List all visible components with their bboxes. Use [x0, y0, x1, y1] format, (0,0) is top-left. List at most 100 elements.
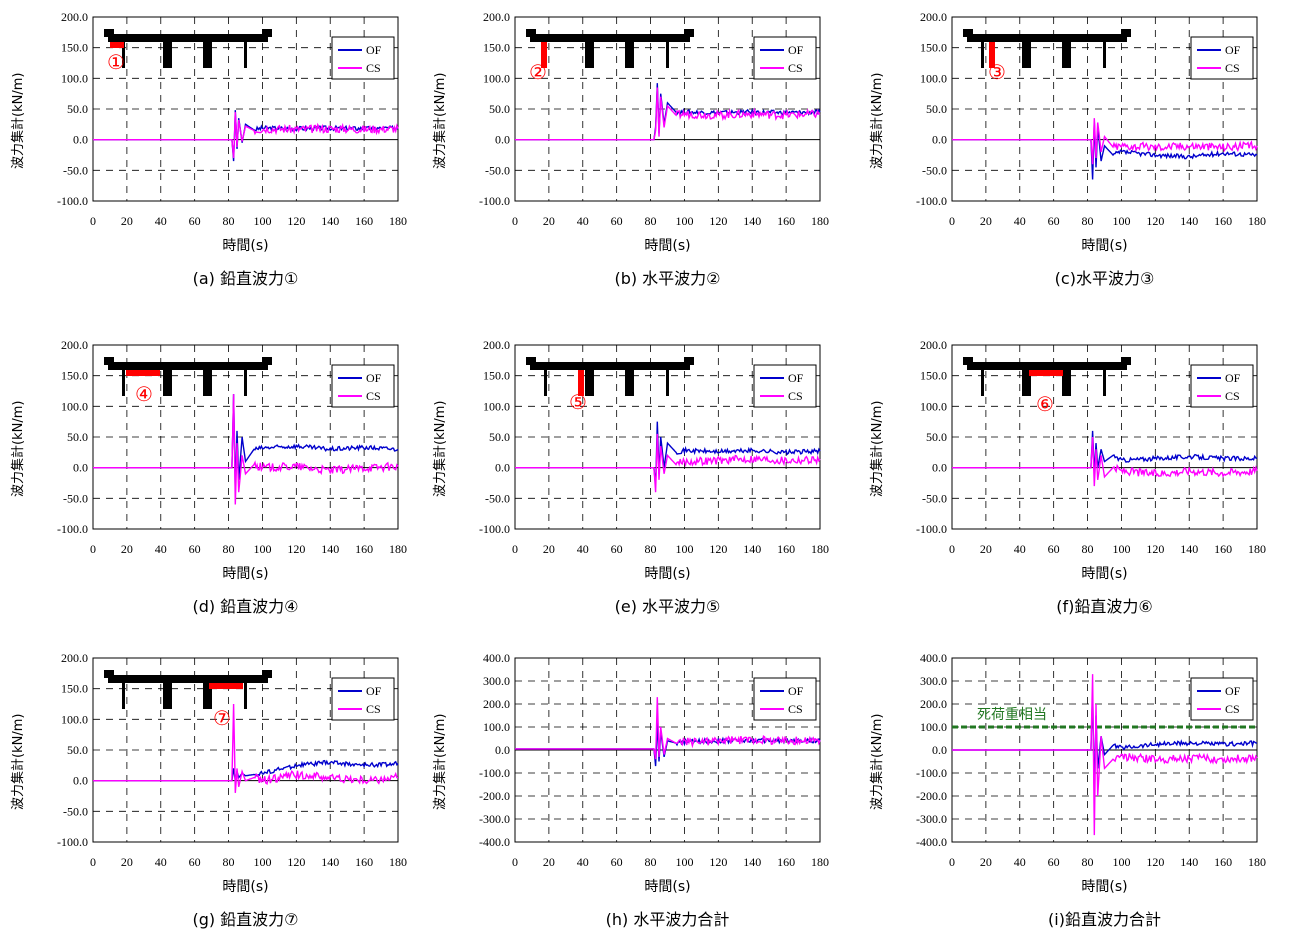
- y-tick-label: 200.0: [920, 10, 947, 24]
- bridge-girder: [1022, 42, 1031, 68]
- y-tick-label: -100.0: [479, 522, 510, 536]
- legend-box: [753, 364, 817, 408]
- bridge-girder: [1022, 370, 1031, 396]
- legend-box: [331, 364, 395, 408]
- y-tick-label: 0.0: [73, 133, 88, 147]
- series-line-OF: [93, 759, 399, 782]
- x-tick-label: 20: [543, 542, 555, 556]
- x-tick-label: 100: [675, 214, 693, 228]
- panel-caption: (c)水平波力③: [1054, 269, 1155, 288]
- panel-caption: (b) 水平波力②: [614, 269, 721, 288]
- x-tick-label: 80: [223, 542, 235, 556]
- y-tick-label: 100.0: [483, 71, 510, 85]
- panel-caption: (e) 水平波力⑤: [614, 597, 721, 616]
- x-tick-label: 180: [811, 214, 829, 228]
- plot-frame: [514, 344, 821, 530]
- y-tick-label: 100.0: [920, 720, 947, 734]
- plot-frame: [92, 657, 399, 843]
- bridge-girder: [1062, 370, 1071, 396]
- x-axis-label: 時間(s): [644, 879, 691, 895]
- legend-label-CS: CS: [1225, 389, 1240, 403]
- x-tick-label: 180: [389, 542, 407, 556]
- x-tick-label: 80: [223, 855, 235, 869]
- x-tick-label: 40: [155, 855, 167, 869]
- bridge-end: [526, 357, 536, 365]
- x-tick-label: 160: [355, 214, 373, 228]
- bridge-end: [963, 357, 973, 365]
- legend-label-OF: OF: [366, 43, 382, 57]
- bridge-end: [963, 29, 973, 37]
- y-tick-label: 0.0: [932, 743, 947, 757]
- x-tick-label: 160: [1214, 855, 1232, 869]
- y-axis-label: 波力集計(kN/m): [433, 400, 448, 497]
- y-tick-label: 50.0: [489, 430, 510, 444]
- x-tick-label: 60: [189, 542, 201, 556]
- bridge-girder: [244, 683, 247, 709]
- x-tick-label: 100: [253, 214, 271, 228]
- y-tick-label: 150.0: [61, 369, 88, 383]
- y-tick-label: 400.0: [920, 651, 947, 665]
- force-marker-label: ⑦: [213, 708, 231, 730]
- legend-label-OF: OF: [1225, 371, 1241, 385]
- x-tick-label: 0: [512, 214, 518, 228]
- y-tick-label: 150.0: [61, 682, 88, 696]
- y-tick-label: -50.0: [63, 491, 88, 505]
- bridge-girder: [122, 370, 125, 396]
- bridge-end: [104, 357, 114, 365]
- legend-label-CS: CS: [366, 702, 381, 716]
- x-tick-label: 140: [743, 855, 761, 869]
- x-tick-label: 80: [645, 855, 657, 869]
- y-tick-label: 200.0: [61, 651, 88, 665]
- y-tick-label: -100.0: [57, 522, 88, 536]
- bridge-girder: [544, 370, 547, 396]
- x-tick-label: 120: [709, 542, 727, 556]
- legend-box: [753, 677, 817, 721]
- y-tick-label: 0.0: [932, 461, 947, 475]
- bridge-girder: [585, 370, 594, 396]
- x-tick-label: 0: [90, 855, 96, 869]
- bridge-deck: [530, 362, 690, 370]
- y-tick-label: 100.0: [61, 71, 88, 85]
- bridge-girder: [1062, 42, 1071, 68]
- panel-caption: (g) 鉛直波力⑦: [192, 910, 299, 929]
- legend-label-OF: OF: [1225, 684, 1241, 698]
- x-tick-label: 100: [675, 855, 693, 869]
- plot-frame: [951, 344, 1258, 530]
- bridge-girder: [1103, 42, 1106, 68]
- panel-caption: (i)鉛直波力合計: [1048, 910, 1161, 929]
- plot-frame: [92, 16, 399, 202]
- y-tick-label: 150.0: [920, 369, 947, 383]
- bridge-girder: [585, 42, 594, 68]
- force-marker: [209, 683, 243, 689]
- x-axis-label: 時間(s): [222, 879, 269, 895]
- x-tick-label: 20: [121, 855, 133, 869]
- x-tick-label: 120: [709, 855, 727, 869]
- y-tick-label: -200.0: [916, 789, 947, 803]
- x-tick-label: 100: [253, 855, 271, 869]
- x-tick-label: 40: [577, 855, 589, 869]
- series-line-CS: [952, 674, 1258, 836]
- plot-frame: [951, 657, 1258, 843]
- x-tick-label: 120: [287, 214, 305, 228]
- y-tick-label: 100.0: [61, 712, 88, 726]
- x-tick-label: 40: [1014, 542, 1026, 556]
- x-axis-label: 時間(s): [1081, 879, 1128, 895]
- series-line-OF: [515, 83, 821, 141]
- legend-label-CS: CS: [1225, 61, 1240, 75]
- plot-frame: [514, 16, 821, 202]
- y-tick-label: -100.0: [916, 766, 947, 780]
- y-axis-label: 波力集計(kN/m): [870, 400, 885, 497]
- x-tick-label: 40: [155, 214, 167, 228]
- bridge-deck: [108, 362, 268, 370]
- y-axis-label: 波力集計(kN/m): [11, 713, 26, 810]
- bridge-deck: [967, 362, 1127, 370]
- y-axis-label: 波力集計(kN/m): [433, 72, 448, 169]
- series-line-CS: [515, 697, 821, 760]
- bridge-girder: [625, 370, 634, 396]
- x-tick-label: 80: [1082, 855, 1094, 869]
- y-tick-label: -50.0: [485, 163, 510, 177]
